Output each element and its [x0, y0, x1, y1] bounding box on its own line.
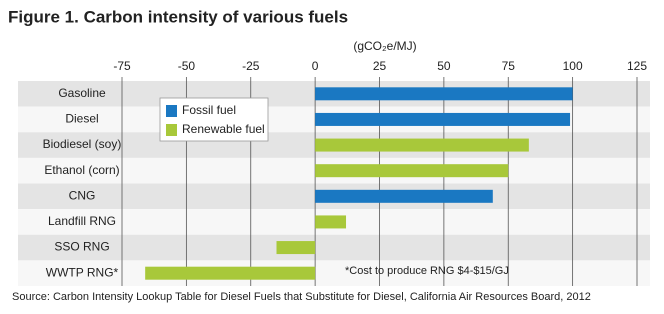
y-tick-label: Biodiesel (soy) — [43, 137, 122, 151]
legend-box — [159, 97, 269, 142]
row-band — [18, 234, 650, 261]
x-tick-label: -75 — [113, 59, 131, 73]
y-tick-label: Gasoline — [58, 86, 106, 100]
bar — [315, 164, 509, 178]
y-tick-label: WWTP RNG* — [46, 265, 119, 279]
x-tick-label: -25 — [242, 59, 260, 73]
y-tick-label: Diesel — [65, 112, 98, 126]
bar — [145, 266, 316, 280]
chart-title: Figure 1. Carbon intensity of various fu… — [8, 7, 348, 26]
x-tick-label: 125 — [627, 59, 647, 73]
y-tick-label: Landfill RNG — [48, 214, 116, 228]
bar — [276, 241, 316, 255]
bar — [315, 138, 529, 152]
bar — [315, 189, 493, 203]
y-tick-label: CNG — [69, 188, 96, 202]
source: Source: Carbon Intensity Lookup Table fo… — [12, 291, 591, 303]
x-tick-label: 50 — [437, 59, 451, 73]
row-band — [18, 260, 650, 286]
x-tick-label: 25 — [373, 59, 387, 73]
x-tick-label: -50 — [178, 59, 196, 73]
y-tick-label: Ethanol (corn) — [44, 163, 119, 177]
annotation: *Cost to produce RNG $4-$15/GJ — [345, 265, 509, 277]
legend-swatch — [166, 105, 177, 117]
axis-label: (gCO₂e/MJ) — [353, 39, 416, 53]
legend-label: Fossil fuel — [182, 103, 236, 117]
bar — [315, 112, 571, 126]
y-tick-label: SSO RNG — [54, 240, 109, 254]
x-tick-label: 0 — [312, 59, 319, 73]
bar — [315, 215, 347, 229]
legend-label: Renewable fuel — [182, 122, 265, 136]
x-tick-label: 100 — [563, 59, 583, 73]
x-tick-label: 75 — [502, 59, 516, 73]
bar — [315, 87, 573, 101]
legend-swatch — [166, 124, 177, 136]
